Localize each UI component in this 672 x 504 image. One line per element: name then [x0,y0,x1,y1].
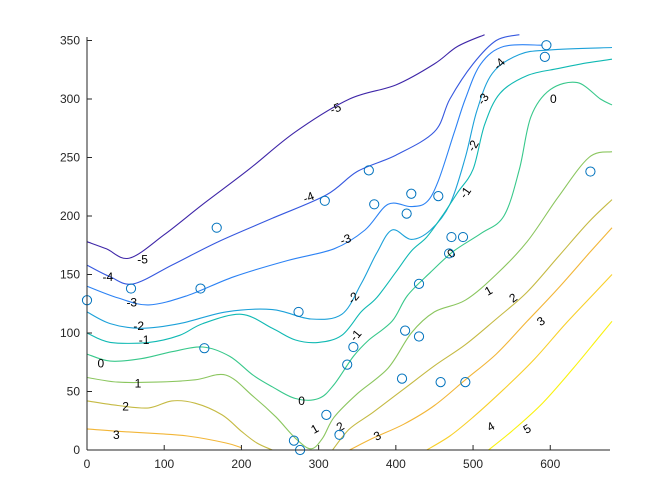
contour-label-15: 0 [298,394,305,408]
contour-label-13: -1 [457,184,475,201]
contour-label-0: -5 [137,252,148,266]
scatter-point-27 [334,429,345,440]
scatter-point-6 [406,188,417,199]
y-tick-label-5: 250 [60,151,80,165]
scatter-point-22 [342,359,353,370]
contour-label-23: 2 [506,290,520,305]
scatter-point-4 [319,195,330,206]
contour-label-18: 1 [135,376,142,390]
contour-label-17: 0 [550,92,557,106]
y-tick-label-1: 50 [67,385,81,399]
scatter-point-8 [401,208,412,219]
contour-line-2 [86,44,543,306]
scatter-point-1 [539,51,550,62]
scatter-point-12 [444,248,455,259]
x-tick-label-0: 0 [84,457,91,471]
contour-label-3: -4 [301,189,316,206]
scatter-point-15 [195,283,206,294]
x-tick-label-4: 400 [386,457,406,471]
x-tick-label-2: 200 [231,457,251,471]
contour-line-11 [426,274,613,451]
y-tick-label-7: 350 [60,34,80,48]
y-ticks: 0 50 100 150 200 250 300 350 [60,34,92,457]
scatter-point-24 [435,377,446,388]
contour-line-6 [86,151,613,450]
x-tick-label-6: 600 [540,457,560,471]
y-tick-label-6: 300 [60,92,80,106]
scatter-point-18 [400,325,411,336]
contour-line-7 [86,400,273,451]
scatter-point-2 [585,166,596,177]
contour-line-5 [86,81,613,401]
contour-label-2: -4 [103,270,114,284]
contour-line-4 [86,58,613,344]
scatter-point-7 [433,191,444,202]
contour-label-7: -3 [474,90,492,107]
contour-label-4: -4 [491,55,509,73]
contour-lines [86,34,613,451]
contour-label-6: -3 [338,231,353,248]
contour-label-12: -1 [347,327,365,344]
contour-line-10 [349,227,613,451]
x-ticks: 0 100 200 300 400 500 600 [84,445,561,471]
scatter-point-5 [369,199,380,210]
y-tick-label-2: 100 [60,326,80,340]
contour-line-12 [488,320,613,451]
contour-label-16: 0 [444,246,458,261]
x-tick-label-5: 500 [463,457,483,471]
scatter-point-9 [211,222,222,233]
contour-label-9: -2 [345,289,363,306]
contour-line-9 [86,428,242,449]
scatter-point-0 [541,40,552,51]
scatter-point-10 [446,231,457,243]
y-tick-label-3: 150 [60,268,80,282]
scatter-point-17 [293,306,304,318]
scatter-point-19 [413,331,425,342]
contour-label-27: 4 [484,419,497,435]
contour-label-25: 3 [371,428,383,444]
contour-line-1 [86,34,520,285]
scatter-point-28 [288,435,300,446]
y-tick-label-4: 200 [60,209,80,223]
scatter-point-14 [125,283,137,294]
scatter-point-25 [460,377,471,388]
contour-label-28: 5 [521,421,534,437]
contour-label-19: 1 [308,421,321,437]
scatter-point-3 [363,165,374,176]
scatter-point-21 [348,341,359,353]
contour-label-24: 3 [113,428,120,442]
scatter-point-16 [413,278,425,289]
contour-line-0 [86,34,485,260]
contour-line-8 [332,199,613,451]
scatter-point-23 [396,373,408,384]
contour-label-5: -3 [126,296,137,310]
scatter-points [81,40,596,456]
contour-label-11: -1 [139,333,150,347]
contour-label-8: -2 [133,319,144,333]
axes [86,37,610,451]
x-tick-label-1: 100 [154,457,174,471]
scatter-point-20 [199,343,210,354]
x-tick-label-3: 300 [309,457,329,471]
contour-line-3 [86,46,613,329]
y-tick-label-0: 0 [73,443,80,457]
contour-label-1: -5 [328,100,343,117]
contour-label-20: 1 [482,283,495,299]
contour-label-26: 3 [534,313,548,328]
scatter-point-26 [321,409,332,420]
contour-label-14: 0 [98,356,105,370]
scatter-point-11 [457,231,469,243]
contour-label-21: 2 [122,400,129,414]
